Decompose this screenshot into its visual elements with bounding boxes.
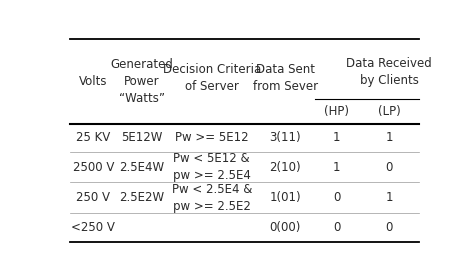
Text: 1: 1: [385, 132, 392, 144]
Text: Generated
Power
“Watts”: Generated Power “Watts”: [110, 58, 173, 105]
Text: <250 V: <250 V: [71, 221, 115, 234]
Text: 2(10): 2(10): [269, 161, 301, 174]
Text: 250 V: 250 V: [76, 191, 110, 204]
Text: Decision Criteria
of Server: Decision Criteria of Server: [163, 63, 261, 93]
Text: 3(11): 3(11): [269, 132, 301, 144]
Text: 25 KV: 25 KV: [76, 132, 110, 144]
Text: Pw < 2.5E4 &
pw >= 2.5E2: Pw < 2.5E4 & pw >= 2.5E2: [172, 183, 252, 213]
Text: 1: 1: [333, 161, 340, 174]
Text: Data Sent
from Sever: Data Sent from Sever: [253, 63, 318, 93]
Text: 0: 0: [385, 161, 392, 174]
Text: (HP): (HP): [324, 105, 349, 118]
Text: 0: 0: [333, 221, 340, 234]
Text: 1(01): 1(01): [269, 191, 301, 204]
Text: 0: 0: [333, 191, 340, 204]
Text: 2.5E4W: 2.5E4W: [119, 161, 164, 174]
Text: Pw < 5E12 &
pw >= 2.5E4: Pw < 5E12 & pw >= 2.5E4: [173, 153, 251, 182]
Text: 0: 0: [385, 221, 392, 234]
Text: 1: 1: [385, 191, 392, 204]
Text: Volts: Volts: [79, 75, 108, 88]
Text: Data Received
by Clients: Data Received by Clients: [346, 57, 432, 87]
Text: 2500 V: 2500 V: [73, 161, 114, 174]
Text: 0(00): 0(00): [270, 221, 301, 234]
Text: Pw >= 5E12: Pw >= 5E12: [175, 132, 248, 144]
Text: 1: 1: [333, 132, 340, 144]
Text: 5E12W: 5E12W: [121, 132, 163, 144]
Text: (LP): (LP): [378, 105, 401, 118]
Text: 2.5E2W: 2.5E2W: [119, 191, 164, 204]
